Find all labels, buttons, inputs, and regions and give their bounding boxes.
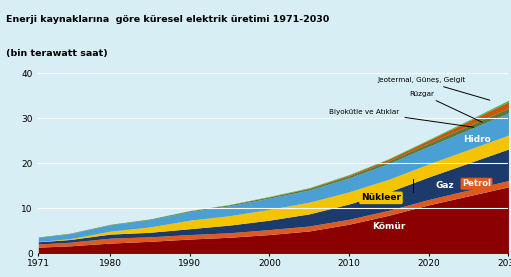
- Text: Petrol: Petrol: [462, 179, 491, 188]
- Text: (bin terawatt saat): (bin terawatt saat): [6, 49, 108, 58]
- Text: Rüzgar: Rüzgar: [409, 91, 482, 122]
- Text: Hidro: Hidro: [462, 135, 491, 144]
- Text: Jeotermal, Güneş, Gelgit: Jeotermal, Güneş, Gelgit: [377, 77, 490, 100]
- Text: Biyokütle ve Atıklar: Biyokütle ve Atıklar: [329, 109, 474, 127]
- Text: Enerji kaynaklarına  göre küresel elektrik üretimi 1971-2030: Enerji kaynaklarına göre küresel elektri…: [6, 15, 330, 24]
- Text: Nükleer: Nükleer: [361, 193, 401, 202]
- Text: Gaz: Gaz: [435, 181, 454, 190]
- Text: Kömür: Kömür: [372, 222, 406, 231]
